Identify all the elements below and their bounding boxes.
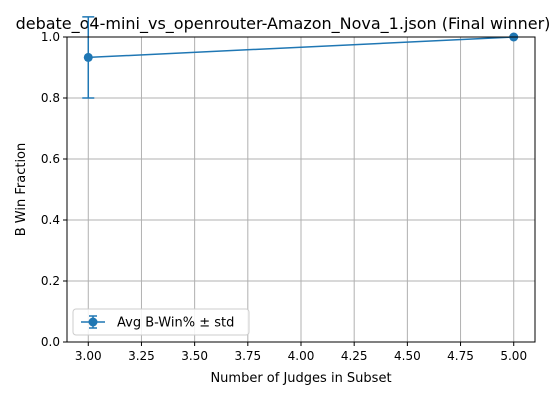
series-line [88,36,514,59]
chart-title: debate_o4-mini_vs_openrouter-Amazon_Nova… [16,14,550,34]
y-tick-label: 0.0 [41,335,60,349]
x-tick-label: 4.50 [394,349,421,363]
x-tick-label: 3.50 [181,349,208,363]
x-tick-label: 4.25 [341,349,368,363]
x-axis-label: Number of Judges in Subset [210,371,391,386]
x-axis-ticks: 3.00 3.25 3.50 3.75 4.00 4.25 4.50 4.75 5.00 [75,342,527,363]
legend-marker [88,317,98,327]
y-tick-label: 0.4 [41,213,60,227]
x-tick-label: 5.00 [500,349,527,363]
x-tick-label: 4.00 [288,349,315,363]
y-tick-label: 0.8 [41,91,60,105]
y-tick-label: 1.0 [41,30,60,44]
data-point [83,52,93,62]
data-series [82,16,519,99]
grid [67,36,535,343]
x-tick-label: 3.00 [75,349,102,363]
x-tick-label: 3.75 [234,349,261,363]
y-axis-ticks: 0.0 0.2 0.4 0.6 0.8 1.0 [41,30,67,349]
y-axis-label: B Win Fraction [14,143,29,237]
x-tick-label: 4.75 [447,349,474,363]
legend-box [72,308,250,336]
legend: Avg B-Win% ± std [72,308,250,336]
y-tick-label: 0.6 [41,152,60,166]
y-tick-label: 0.2 [41,274,60,288]
legend-label: Avg B-Win% ± std [117,316,234,331]
x-tick-label: 3.25 [128,349,155,363]
